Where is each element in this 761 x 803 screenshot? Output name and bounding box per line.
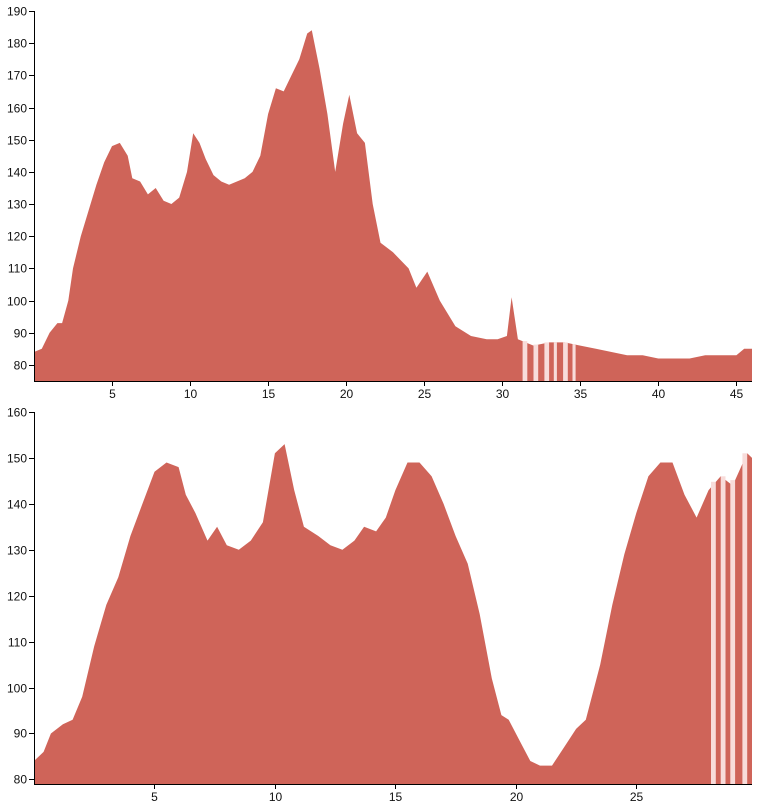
y-tick-label: 110	[8, 262, 27, 276]
y-tick-label: 80	[14, 359, 28, 373]
x-tick-label: 10	[269, 790, 283, 803]
gap-stripe	[563, 342, 568, 381]
x-tick-label: 5	[109, 387, 116, 401]
y-tick-label: 140	[7, 498, 27, 512]
gap-stripe	[572, 344, 576, 381]
y-tick-label: 190	[7, 5, 27, 19]
x-tick-label: 10	[184, 387, 198, 401]
elevation-area	[34, 30, 752, 382]
gap-stripe	[711, 481, 716, 784]
y-tick-label: 180	[7, 37, 27, 51]
gap-stripe	[522, 341, 528, 381]
y-tick-label: 140	[7, 166, 27, 180]
x-tick-label: 40	[652, 387, 666, 401]
y-tick-label: 130	[7, 198, 27, 212]
gap-stripe	[730, 480, 736, 784]
gap-stripe	[553, 342, 557, 381]
y-tick-label: 100	[7, 295, 27, 309]
x-tick-label: 45	[730, 387, 744, 401]
y-tick-label: 90	[14, 727, 28, 741]
elevation-area	[34, 444, 752, 784]
y-tick-label: 150	[7, 134, 27, 148]
x-tick-label: 25	[630, 790, 644, 803]
gap-stripe	[533, 344, 539, 381]
x-tick-label: 15	[389, 790, 403, 803]
gap-stripe	[742, 453, 748, 784]
x-tick-label: 20	[510, 790, 524, 803]
y-tick-label: 120	[7, 590, 27, 604]
x-tick-label: 5	[151, 790, 158, 803]
y-tick-label: 170	[7, 69, 27, 83]
x-tick-label: 20	[340, 387, 354, 401]
y-tick-label: 150	[7, 452, 27, 466]
y-tick-label: 90	[14, 327, 28, 341]
x-tick-label: 25	[418, 387, 432, 401]
y-tick-label: 110	[8, 636, 27, 650]
top-elevation-chart: 80 90 100 110 120 130 140 150 160 170 180 190 5 10 15 2…	[7, 5, 752, 401]
y-tick-label: 120	[7, 230, 27, 244]
bottom-elevation-chart: 80 90 100 110 120 130 140 150 160 5 10 15 20 25	[7, 406, 752, 803]
y-tick-label: 80	[14, 773, 28, 787]
x-tick-label: 35	[574, 387, 588, 401]
gap-stripe	[720, 476, 726, 784]
y-tick-label: 130	[7, 544, 27, 558]
y-tick-label: 100	[7, 682, 27, 696]
x-tick-label: 15	[262, 387, 276, 401]
x-tick-label: 30	[496, 387, 510, 401]
gap-stripe	[544, 342, 550, 381]
y-tick-label: 160	[7, 406, 27, 420]
y-tick-label: 160	[7, 102, 27, 116]
